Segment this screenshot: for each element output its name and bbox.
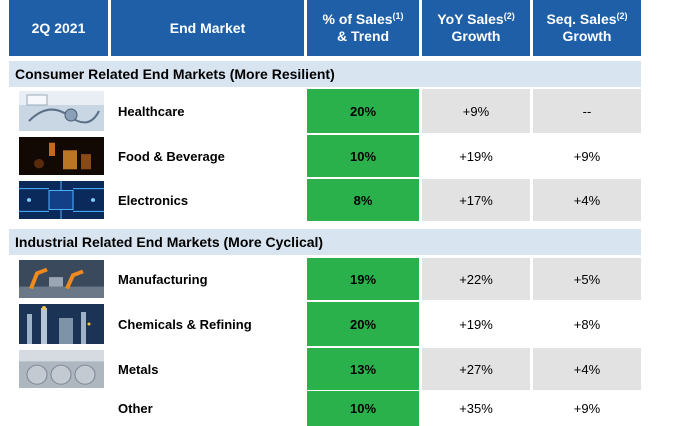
end-market-name: Manufacturing [118, 271, 208, 287]
metals-image [19, 350, 104, 388]
table-row: Manufacturing 19% +22% +5% [0, 258, 696, 300]
seq-growth-cell: +8% [533, 302, 641, 346]
pct-sales-cell: 19% [307, 258, 419, 300]
end-market-name: Healthcare [118, 103, 185, 119]
section-consumer-title: Consumer Related End Markets (More Resil… [15, 66, 335, 82]
header-period: 2Q 2021 [9, 0, 108, 56]
seq-growth-cell: +5% [533, 258, 641, 300]
end-market-name: Electronics [118, 192, 189, 208]
end-market-name: Other [118, 401, 153, 416]
seq-growth-cell: +4% [533, 179, 641, 221]
header-yoy-line2: Growth [451, 28, 501, 44]
yoy-growth-cell: +22% [422, 258, 530, 300]
seq-growth-cell: -- [533, 89, 641, 133]
pct-sales-cell: 20% [307, 89, 419, 133]
yoy-growth-cell: +19% [422, 302, 530, 346]
seq-growth-cell: +4% [533, 348, 641, 390]
section-industrial: Industrial Related End Markets (More Cyc… [9, 229, 641, 255]
section-consumer: Consumer Related End Markets (More Resil… [9, 61, 641, 87]
table-row: Healthcare 20% +9% -- [0, 89, 696, 133]
header-end-market: End Market [111, 0, 304, 56]
electronics-image [19, 181, 104, 219]
header-seq-footnote: (2) [616, 11, 628, 21]
seq-growth-cell: +9% [533, 391, 641, 426]
seq-growth-cell: +9% [533, 135, 641, 177]
end-market-name: Metals [118, 361, 159, 377]
table-row: Metals 13% +27% +4% [0, 348, 696, 390]
chemicals-refining-image [19, 304, 104, 344]
table-row: Other 10% +35% +9% [0, 391, 696, 426]
header-end-market-label: End Market [169, 19, 246, 36]
header-pct-sales-footnote: (1) [392, 11, 404, 21]
header-pct-sales: % of Sales(1) & Trend [307, 0, 419, 56]
pct-sales-cell: 13% [307, 348, 419, 390]
table-row: Electronics 8% +17% +4% [0, 179, 696, 221]
pct-sales-cell: 8% [307, 179, 419, 221]
header-pct-sales-line2: & Trend [336, 28, 390, 44]
yoy-growth-cell: +9% [422, 89, 530, 133]
yoy-growth-cell: +19% [422, 135, 530, 177]
header-yoy-text: YoY Sales(2) Growth [437, 11, 514, 45]
pct-sales-cell: 10% [307, 135, 419, 177]
header-seq-line2: Growth [562, 28, 612, 44]
header-period-label: 2Q 2021 [31, 19, 86, 36]
header-seq-line1: Seq. Sales [546, 11, 617, 27]
section-industrial-title: Industrial Related End Markets (More Cyc… [15, 234, 324, 250]
pct-sales-cell: 20% [307, 302, 419, 346]
pct-sales-cell: 10% [307, 391, 419, 426]
yoy-growth-cell: +17% [422, 179, 530, 221]
header-seq-text: Seq. Sales(2) Growth [546, 11, 627, 45]
yoy-growth-cell: +27% [422, 348, 530, 390]
header-yoy-line1: YoY Sales [437, 11, 504, 27]
healthcare-image [19, 91, 104, 131]
header-pct-sales-line1: % of Sales [322, 11, 393, 27]
header-seq: Seq. Sales(2) Growth [533, 0, 641, 56]
yoy-growth-cell: +35% [422, 391, 530, 426]
header-yoy: YoY Sales(2) Growth [422, 0, 530, 56]
header-yoy-footnote: (2) [503, 11, 515, 21]
table-row: Chemicals & Refining 20% +19% +8% [0, 302, 696, 346]
end-market-name: Chemicals & Refining [118, 316, 252, 332]
header-pct-sales-text: % of Sales(1) & Trend [322, 11, 403, 45]
end-market-name: Food & Beverage [118, 148, 225, 164]
table-row: Food & Beverage 10% +19% +9% [0, 135, 696, 177]
manufacturing-image [19, 260, 104, 298]
food-beverage-image [19, 137, 104, 175]
